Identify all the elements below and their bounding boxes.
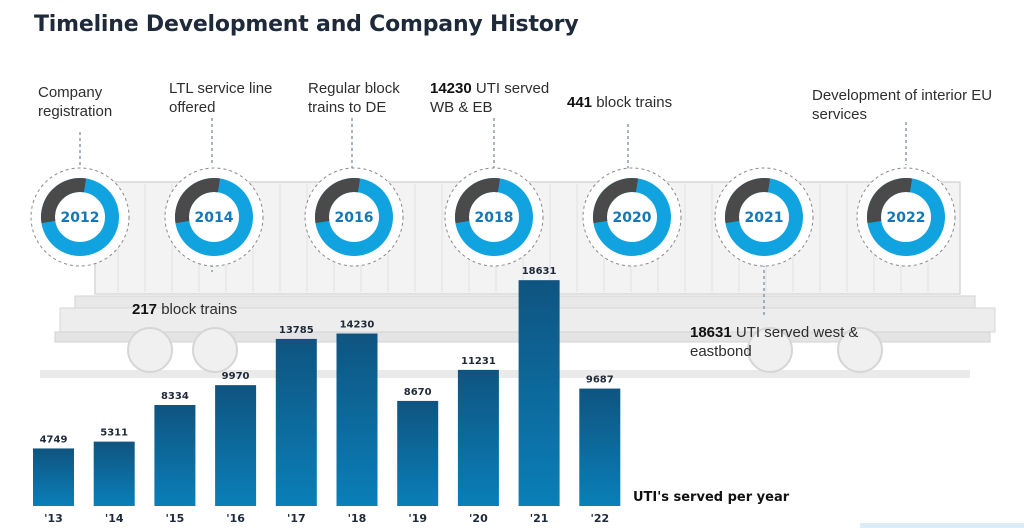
bar-value-label: 8334	[161, 391, 189, 402]
milestone-year-label: 2012	[61, 210, 100, 226]
bar-2	[154, 404, 196, 506]
milestone-2020: 2020	[582, 167, 682, 267]
milestone-year-label: 2021	[745, 210, 784, 226]
x-tick-label: '21	[530, 512, 549, 525]
x-tick-label: '18	[348, 512, 367, 525]
bottom-accent-bar	[860, 523, 1024, 528]
milestone-note-text: UTI served WB & EB	[430, 80, 550, 116]
bar-value-label: 9970	[222, 371, 250, 382]
x-tick-label: '20	[469, 512, 488, 525]
milestone-progress-arc	[315, 178, 361, 224]
milestone-note-text: LTL service line offered	[169, 80, 273, 116]
bar-0	[33, 448, 74, 506]
bar-4	[275, 338, 317, 506]
milestone-note-2014: LTL service line offered	[169, 79, 279, 117]
milestone-year-label: 2022	[887, 210, 926, 226]
milestone-year-label: 2016	[335, 210, 374, 226]
milestone-note-highlight: 14230	[430, 80, 472, 97]
milestone-note-2022: Development of interior EU services	[812, 86, 1022, 124]
milestone-note-text: Company registration	[38, 84, 113, 120]
milestone-note-2018: 14230 UTI served WB & EB	[430, 79, 560, 117]
bar-value-label: 11231	[461, 356, 496, 367]
milestone-2021: 2021	[714, 167, 814, 267]
milestone-2022: 2022	[856, 167, 956, 267]
x-tick-label: '22	[590, 512, 609, 525]
milestone-year-label: 2018	[475, 210, 514, 226]
bar-5	[336, 333, 378, 506]
bar-value-label: 13785	[279, 325, 314, 336]
milestone-2012: 2012	[30, 167, 130, 267]
bar-value-label: 14230	[340, 320, 375, 331]
milestone-note-text: Regular block trains to DE	[308, 80, 400, 116]
x-tick-label: '14	[105, 512, 124, 525]
x-tick-label: '16	[226, 512, 245, 525]
milestone-2016: 2016	[304, 167, 404, 267]
milestone-year-label: 2014	[195, 210, 234, 226]
bar-1	[93, 441, 135, 506]
milestone-year-label: 2020	[613, 210, 652, 226]
block-trains-text: block trains	[161, 301, 238, 318]
bar-9	[579, 388, 621, 506]
bar-7	[457, 369, 499, 506]
milestone-note-highlight: 441	[567, 94, 593, 111]
block-trains-count: 217	[132, 301, 158, 318]
milestone-2018: 2018	[444, 167, 544, 267]
bar-value-label: 9687	[586, 375, 614, 386]
milestone-progress-arc	[41, 178, 87, 224]
milestone-note-highlight: 18631	[690, 324, 732, 341]
milestone-progress-arc	[725, 178, 771, 224]
milestone-note-2012: Company registration	[38, 83, 138, 121]
bar-value-label: 5311	[100, 428, 128, 439]
bar-value-label: 8670	[404, 387, 432, 398]
milestone-note-text: block trains	[596, 94, 673, 111]
page-title: Timeline Development and Company History	[34, 12, 579, 37]
x-tick-label: '13	[44, 512, 63, 525]
milestone-progress-arc	[867, 178, 913, 224]
milestone-progress-arc	[455, 178, 501, 224]
bar-value-label: 18631	[522, 266, 557, 277]
x-tick-label: '19	[408, 512, 427, 525]
milestone-note-2021: 18631 UTI served west & eastbond	[690, 323, 870, 361]
bar-3	[215, 385, 257, 506]
bar-6	[397, 400, 439, 506]
x-tick-label: '15	[166, 512, 185, 525]
milestone-progress-arc	[175, 178, 221, 224]
milestone-note-2020: 441 block trains	[567, 93, 717, 112]
x-tick-label: '17	[287, 512, 306, 525]
bar-8	[518, 280, 560, 506]
bar-value-label: 4749	[40, 434, 68, 445]
milestone-note-2016: Regular block trains to DE	[308, 79, 428, 117]
milestone-note-text: Development of interior EU services	[812, 87, 993, 123]
milestone-2014: 2014	[164, 167, 264, 267]
block-trains-note: 217 block trains	[132, 300, 292, 319]
chart-caption: UTI's served per year	[633, 490, 790, 505]
milestone-progress-arc	[593, 178, 639, 224]
milestone-note-text: UTI served west & eastbond	[690, 324, 859, 360]
